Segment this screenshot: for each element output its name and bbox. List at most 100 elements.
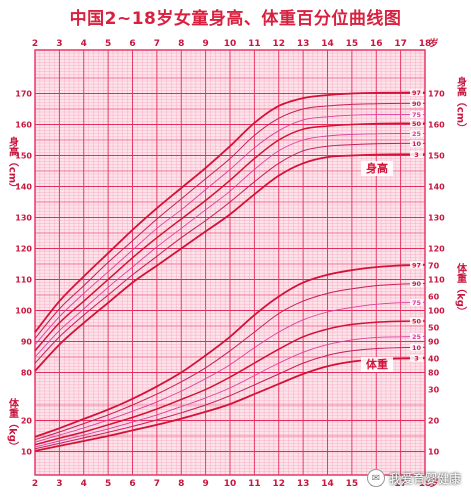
x-tick-label: 8 [178, 479, 184, 489]
height-group-label-bg [361, 161, 393, 176]
height-curve-p90 [34, 102, 425, 339]
height-tick-label: 100 [428, 307, 445, 316]
height-percentile-bg [410, 89, 423, 97]
x-tick-label: 14 [321, 479, 334, 489]
x-tick-label: 9 [202, 479, 208, 489]
x-tick-label: 15 [346, 479, 359, 489]
height-percentile-label: 50 [412, 120, 422, 128]
height-group-label: 身高 [366, 161, 388, 175]
x-tick-label: 18 [419, 479, 432, 489]
weight-curve-p50 [34, 320, 426, 446]
height-axis-title-right: 身高（cm） [455, 76, 468, 134]
x-tick-label: 12 [272, 39, 285, 49]
weight-percentile-bg [410, 261, 423, 269]
weight-curve-p10 [34, 346, 426, 450]
height-tick-label: 140 [428, 183, 445, 192]
height-percentile-bg [410, 139, 423, 147]
weight-percentile-bg [410, 279, 423, 287]
weight-group-label: 体重 [366, 357, 388, 371]
height-tick-label: 160 [428, 121, 445, 130]
age-unit-label: 岁 [429, 477, 438, 489]
weight-tick-label: 10 [21, 448, 33, 457]
weight-axis-title-left: 体重（kg） [7, 397, 20, 452]
weight-percentile-bg [410, 332, 423, 340]
weight-percentile-bg [410, 298, 423, 306]
x-tick-label: 13 [297, 479, 310, 489]
x-tick-label: 5 [105, 479, 111, 489]
height-curve-p3 [34, 153, 426, 372]
x-tick-label: 11 [248, 479, 261, 489]
height-percentile-bg [410, 111, 423, 119]
weight-tick-label: 50 [428, 324, 440, 333]
height-tick-label: 120 [15, 245, 32, 254]
weight-percentile-label: 25 [412, 333, 422, 341]
x-tick-label: 5 [105, 39, 111, 49]
x-tick-label: 18 [419, 39, 432, 49]
height-tick-label: 80 [428, 369, 440, 378]
height-tick-label: 140 [15, 183, 32, 192]
weight-percentile-label: 50 [412, 317, 422, 325]
height-tick-label: 90 [428, 338, 440, 347]
x-tick-label: 9 [202, 39, 208, 49]
x-tick-label: 3 [56, 479, 62, 489]
height-curve-p75 [34, 114, 425, 345]
x-tick-label: 6 [129, 479, 135, 489]
height-percentile-bg [410, 150, 423, 158]
x-tick-label: 2 [32, 479, 38, 489]
weight-percentile-label: 90 [412, 280, 422, 288]
height-tick-label: 110 [428, 276, 445, 285]
x-tick-label: 7 [154, 39, 160, 49]
weight-curve-p75 [34, 301, 426, 443]
height-percentile-bg [410, 129, 423, 137]
plot-frame [34, 49, 426, 476]
weight-tick-label: 40 [428, 355, 440, 364]
height-curve-p97 [34, 91, 426, 333]
weight-percentile-label: 10 [412, 344, 422, 352]
height-tick-label: 170 [15, 90, 32, 99]
x-tick-label: 11 [248, 39, 261, 49]
height-percentile-label: 25 [412, 130, 422, 138]
weight-curve-p25 [34, 336, 426, 448]
x-tick-label: 13 [297, 39, 310, 49]
chat-bubble-icon: ✉ [366, 469, 385, 487]
weight-curve-p97 [34, 264, 426, 438]
height-axis-title-left: 身高（cm） [7, 136, 20, 194]
height-tick-label: 130 [428, 214, 445, 223]
weight-axis-title-right: 体重（kg） [455, 262, 468, 317]
weight-tick-label: 10 [428, 448, 440, 457]
x-tick-label: 8 [178, 39, 184, 49]
weight-tick-label: 70 [428, 262, 440, 271]
weight-percentile-label: 97 [412, 261, 421, 269]
height-tick-label: 80 [21, 369, 33, 378]
watermark-text: 我爱育婴健康 [388, 471, 461, 486]
height-tick-label: 160 [15, 121, 32, 130]
x-tick-label: 14 [321, 39, 334, 49]
height-percentile-label: 90 [412, 100, 422, 108]
x-tick-label: 4 [81, 39, 87, 49]
height-tick-label: 120 [428, 245, 445, 254]
height-percentile-bg [410, 99, 423, 107]
height-percentile-label: 3 [414, 151, 419, 159]
grid [34, 49, 426, 476]
x-tick-label: 10 [224, 479, 237, 489]
x-tick-label: 17 [394, 479, 407, 489]
curves [34, 91, 426, 452]
weight-tick-label: 30 [428, 386, 440, 395]
weight-percentile-label: 3 [414, 355, 419, 363]
height-tick-label: 100 [15, 307, 32, 316]
chart-title: 中国2~18岁女童身高、体重百分位曲线图 [69, 9, 402, 29]
labels: 2 2 3 3 4 4 5 5 6 6 7 7 8 8 9 9 10 10 11 11 12 12 13 13 14 14 15 15… [7, 37, 468, 489]
x-tick-label: 10 [224, 39, 237, 49]
height-percentile-label: 10 [412, 140, 422, 148]
height-tick-label: 130 [15, 214, 32, 223]
height-tick-label: 90 [21, 338, 33, 347]
weight-percentile-bg [410, 317, 423, 325]
height-curve-p25 [34, 133, 426, 358]
weight-percentile-bg [410, 354, 423, 362]
weight-tick-label: 20 [21, 417, 33, 426]
height-percentile-label: 97 [412, 89, 421, 97]
x-tick-label: 12 [272, 479, 285, 489]
x-tick-label: 2 [32, 39, 38, 49]
